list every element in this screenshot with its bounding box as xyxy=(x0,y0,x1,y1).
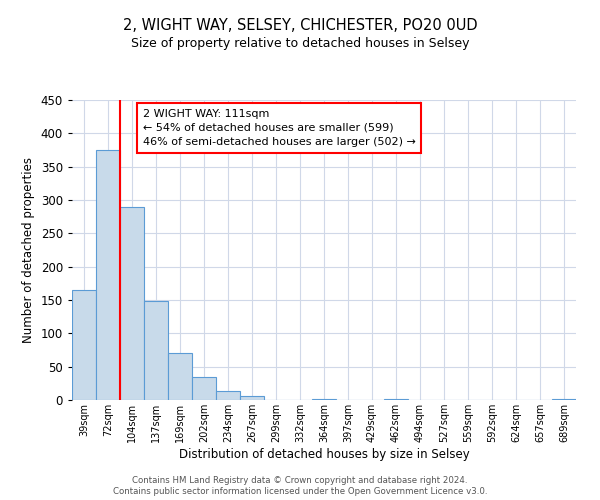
Bar xyxy=(120,206,144,400)
Text: Contains HM Land Registry data © Crown copyright and database right 2024.: Contains HM Land Registry data © Crown c… xyxy=(132,476,468,485)
Bar xyxy=(240,396,264,400)
Text: 2 WIGHT WAY: 111sqm
← 54% of detached houses are smaller (599)
46% of semi-detac: 2 WIGHT WAY: 111sqm ← 54% of detached ho… xyxy=(143,109,415,147)
Y-axis label: Number of detached properties: Number of detached properties xyxy=(22,157,35,343)
Bar xyxy=(168,354,192,400)
Bar xyxy=(72,290,96,400)
Bar xyxy=(192,376,216,400)
Bar xyxy=(552,398,576,400)
Bar xyxy=(96,150,120,400)
Text: Size of property relative to detached houses in Selsey: Size of property relative to detached ho… xyxy=(131,38,469,51)
Text: Contains public sector information licensed under the Open Government Licence v3: Contains public sector information licen… xyxy=(113,487,487,496)
Bar xyxy=(216,390,240,400)
Bar xyxy=(144,302,168,400)
Bar xyxy=(384,398,408,400)
Bar xyxy=(312,398,336,400)
X-axis label: Distribution of detached houses by size in Selsey: Distribution of detached houses by size … xyxy=(179,448,469,461)
Text: 2, WIGHT WAY, SELSEY, CHICHESTER, PO20 0UD: 2, WIGHT WAY, SELSEY, CHICHESTER, PO20 0… xyxy=(122,18,478,32)
